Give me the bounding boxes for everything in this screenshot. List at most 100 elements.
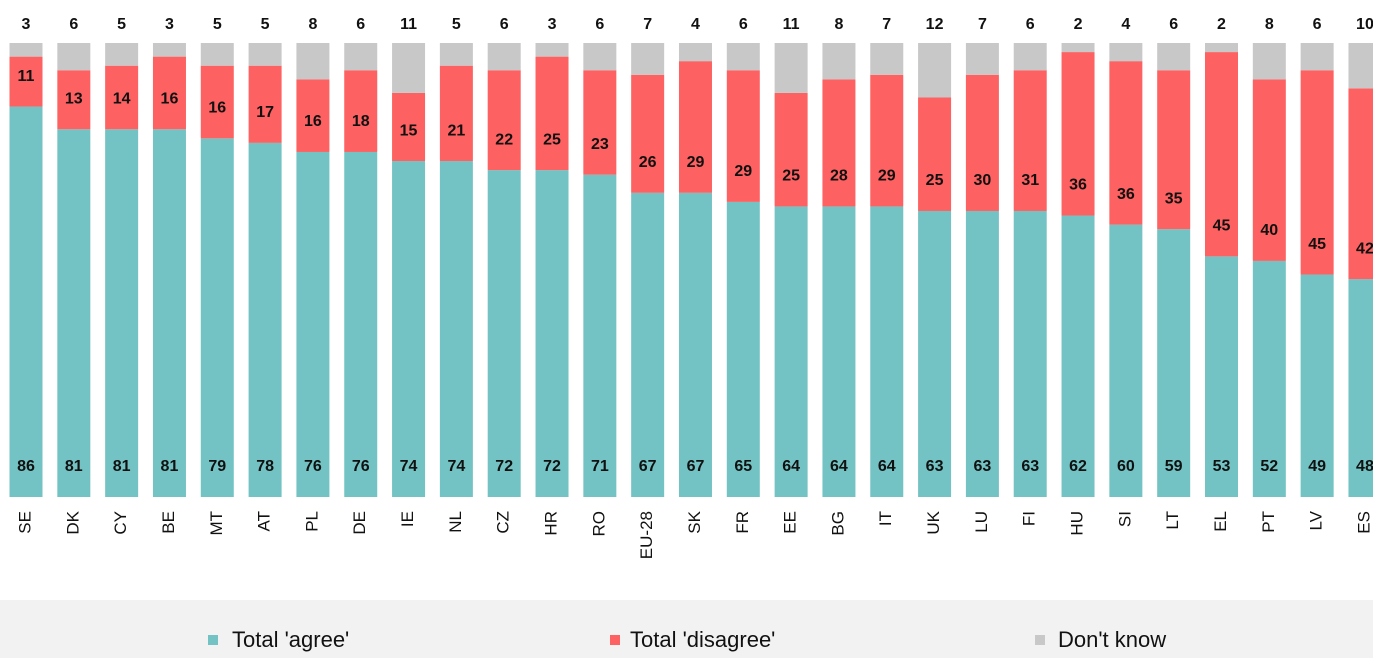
value-label: 29 [734, 163, 752, 180]
bar-segment [678, 192, 712, 497]
value-label: 16 [208, 100, 226, 117]
x-tick-label: BG [828, 511, 847, 536]
value-label: 25 [782, 168, 800, 185]
bar-segment [248, 43, 282, 66]
bar-segment [200, 43, 234, 66]
value-label: 25 [543, 131, 561, 148]
x-tick-label: CY [111, 511, 130, 535]
value-label: 2 [1217, 16, 1226, 33]
bar-segment [1252, 43, 1286, 80]
bar-segment [822, 43, 856, 80]
bar-segment [152, 43, 186, 57]
value-label: 8 [1265, 16, 1274, 33]
value-label: 11 [783, 16, 800, 33]
bar-segment [1013, 70, 1047, 211]
bar-segment [1157, 43, 1191, 71]
bar-segment [296, 151, 330, 497]
legend-label: Total 'disagree' [630, 627, 775, 652]
bar-segment [774, 92, 808, 207]
bar-segment [535, 43, 569, 57]
bar-segment [726, 43, 760, 71]
value-label: 5 [452, 16, 461, 33]
value-label: 25 [926, 172, 944, 189]
value-label: 16 [304, 113, 322, 130]
value-label: 81 [65, 458, 83, 475]
bar-segment [1061, 52, 1095, 216]
value-label: 65 [734, 458, 752, 475]
bar-segment [631, 43, 665, 75]
bar-segment [965, 74, 999, 211]
value-label: 18 [352, 113, 370, 130]
bar-segment [9, 43, 43, 57]
value-label: 3 [22, 16, 31, 33]
bar-segment [296, 79, 330, 152]
value-label: 59 [1165, 458, 1183, 475]
value-label: 23 [591, 136, 609, 153]
value-label: 81 [113, 458, 131, 475]
value-label: 52 [1260, 458, 1278, 475]
x-tick-label: HR [542, 511, 561, 536]
value-label: 64 [830, 458, 848, 475]
value-label: 62 [1069, 458, 1087, 475]
value-label: 11 [18, 68, 35, 85]
bar-segment [1348, 279, 1373, 497]
value-label: 60 [1117, 458, 1135, 475]
value-label: 36 [1117, 186, 1135, 203]
x-tick-label: BE [159, 511, 178, 534]
value-label: 7 [978, 16, 987, 33]
value-label: 79 [208, 458, 226, 475]
bar-segment [535, 170, 569, 497]
bar-segment [726, 70, 760, 202]
bar-segment [487, 170, 521, 497]
value-label: 6 [1313, 16, 1322, 33]
value-label: 74 [400, 458, 418, 475]
legend-marker [208, 635, 218, 645]
value-label: 15 [400, 122, 418, 139]
bar-segment [200, 65, 234, 139]
x-tick-label: NL [446, 511, 465, 533]
x-tick-label: MT [207, 511, 226, 536]
bar-segment [1061, 215, 1095, 497]
x-tick-label: ES [1354, 511, 1373, 534]
bar-segment [344, 70, 378, 152]
value-label: 14 [113, 90, 131, 107]
x-tick-label: FR [733, 511, 752, 534]
bar-segment [1013, 210, 1047, 498]
value-label: 35 [1165, 190, 1183, 207]
value-label: 64 [782, 458, 800, 475]
bar-segment [105, 43, 139, 66]
bar-segment [965, 210, 999, 498]
x-tick-label: FI [1020, 511, 1039, 526]
value-label: 45 [1213, 218, 1231, 235]
value-label: 63 [1021, 458, 1039, 475]
x-tick-label: EL [1211, 511, 1230, 532]
x-tick-label: UK [924, 510, 943, 534]
x-tick-label: DK [63, 510, 82, 534]
bar-segment [1348, 43, 1373, 89]
x-tick-label: EU-28 [637, 511, 656, 559]
bar-segment [9, 56, 43, 107]
x-tick-label: DE [350, 511, 369, 535]
x-tick-label: IE [398, 511, 417, 527]
value-label: 16 [161, 90, 179, 107]
bar-segment [1348, 88, 1373, 280]
bar-segment [1252, 260, 1286, 497]
bar-segment [439, 43, 473, 66]
value-label: 81 [161, 458, 179, 475]
bar-segment [918, 97, 952, 211]
bar-segment [965, 43, 999, 75]
value-label: 6 [739, 16, 748, 33]
bar-segment [152, 129, 186, 497]
value-label: 31 [1021, 172, 1039, 189]
x-tick-label: SK [685, 510, 704, 533]
x-tick-label: PT [1259, 511, 1278, 533]
bar-segment [200, 138, 234, 497]
bar-segment [57, 70, 91, 130]
value-label: 26 [639, 154, 657, 171]
legend-label: Don't know [1058, 627, 1166, 652]
bar-segment [248, 142, 282, 497]
bar-segment [870, 74, 904, 207]
value-label: 3 [548, 16, 557, 33]
bar-segment [535, 56, 569, 171]
value-label: 28 [830, 168, 848, 185]
